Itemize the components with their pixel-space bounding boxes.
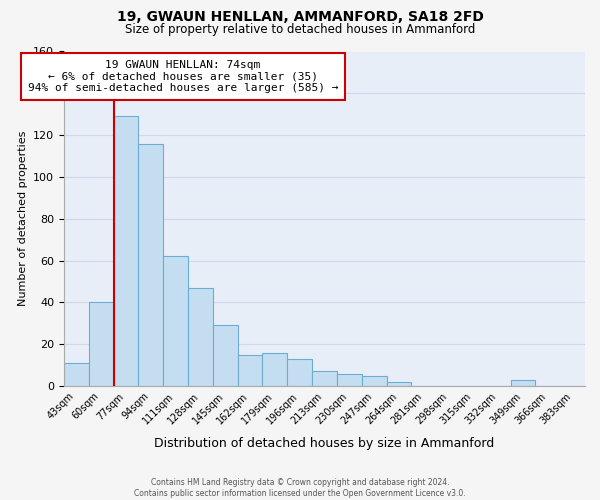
Bar — [238, 354, 262, 386]
Bar — [287, 359, 312, 386]
Bar — [337, 374, 362, 386]
Text: Contains HM Land Registry data © Crown copyright and database right 2024.
Contai: Contains HM Land Registry data © Crown c… — [134, 478, 466, 498]
X-axis label: Distribution of detached houses by size in Ammanford: Distribution of detached houses by size … — [154, 437, 494, 450]
Text: Size of property relative to detached houses in Ammanford: Size of property relative to detached ho… — [125, 22, 475, 36]
Bar — [362, 376, 386, 386]
Bar — [312, 372, 337, 386]
Bar — [188, 288, 213, 386]
Bar — [64, 363, 89, 386]
Text: 19, GWAUN HENLLAN, AMMANFORD, SA18 2FD: 19, GWAUN HENLLAN, AMMANFORD, SA18 2FD — [116, 10, 484, 24]
Y-axis label: Number of detached properties: Number of detached properties — [17, 131, 28, 306]
Bar — [511, 380, 535, 386]
Text: 19 GWAUN HENLLAN: 74sqm
← 6% of detached houses are smaller (35)
94% of semi-det: 19 GWAUN HENLLAN: 74sqm ← 6% of detached… — [28, 60, 338, 93]
Bar — [139, 144, 163, 386]
Bar — [386, 382, 412, 386]
Bar — [89, 302, 113, 386]
Bar — [163, 256, 188, 386]
Bar — [262, 352, 287, 386]
Bar — [113, 116, 139, 386]
Bar — [213, 326, 238, 386]
